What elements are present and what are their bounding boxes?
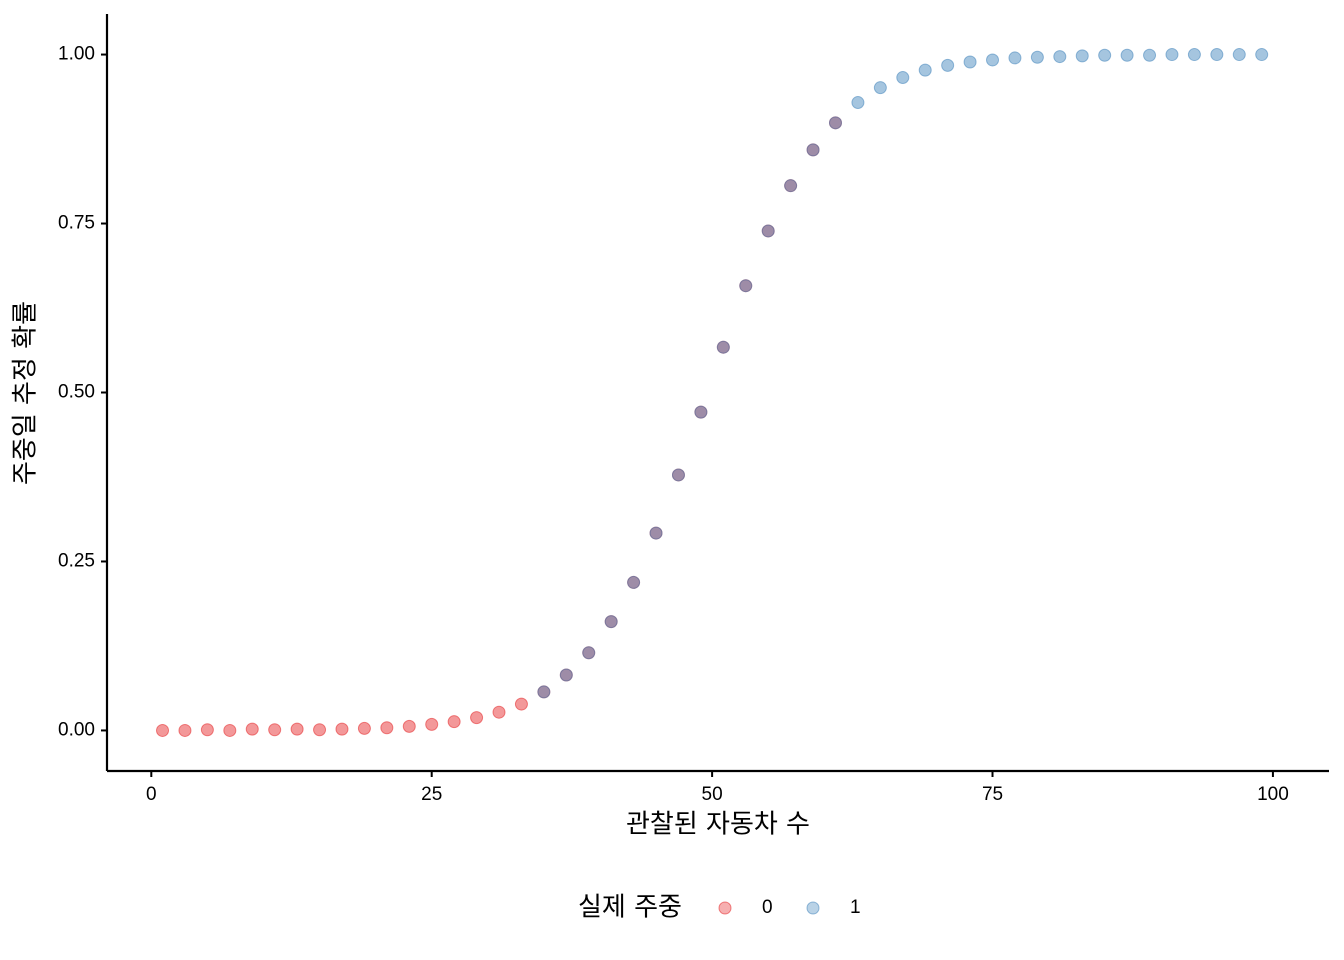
point xyxy=(559,668,573,682)
point xyxy=(649,526,663,540)
y-tick-label: 0.75 xyxy=(58,213,95,234)
point xyxy=(470,711,484,725)
point xyxy=(918,63,932,77)
point xyxy=(313,723,327,737)
point xyxy=(514,697,528,711)
point xyxy=(941,58,955,72)
point xyxy=(851,96,865,110)
point xyxy=(492,705,506,719)
point xyxy=(1098,48,1112,62)
point xyxy=(1255,48,1269,62)
point xyxy=(1143,48,1157,62)
point xyxy=(1232,48,1246,62)
point xyxy=(1120,48,1134,62)
point xyxy=(828,116,842,130)
x-tick-label: 50 xyxy=(702,784,723,805)
point xyxy=(223,723,237,737)
point xyxy=(873,81,887,95)
point xyxy=(335,722,349,736)
point xyxy=(963,55,977,69)
point xyxy=(402,719,416,733)
point xyxy=(1210,48,1224,62)
point xyxy=(290,722,304,736)
point xyxy=(671,468,685,482)
point xyxy=(986,53,1000,67)
legend-label: 0 xyxy=(762,897,773,918)
point xyxy=(537,685,551,699)
point xyxy=(627,575,641,589)
point xyxy=(739,279,753,293)
point xyxy=(1187,48,1201,62)
point xyxy=(156,723,170,737)
point xyxy=(425,717,439,731)
point xyxy=(1075,49,1089,63)
point xyxy=(761,224,775,238)
x-tick-label: 75 xyxy=(982,784,1003,805)
x-tick-label: 100 xyxy=(1257,784,1289,805)
point xyxy=(582,646,596,660)
y-tick-label: 1.00 xyxy=(58,44,95,65)
point xyxy=(357,721,371,735)
point xyxy=(200,723,214,737)
point xyxy=(604,615,618,629)
y-tick-label: 0.25 xyxy=(58,550,95,571)
point xyxy=(1008,51,1022,65)
legend-title: 실제 주중 xyxy=(578,893,682,923)
point xyxy=(694,405,708,419)
point xyxy=(380,721,394,735)
point xyxy=(1165,48,1179,62)
y-axis-title: 주중일 추정 확률 xyxy=(11,301,41,485)
point xyxy=(806,143,820,157)
y-tick-label: 0.00 xyxy=(58,719,95,740)
x-tick-label: 0 xyxy=(146,784,157,805)
point xyxy=(1053,50,1067,64)
legend-key xyxy=(806,901,820,915)
point xyxy=(245,722,259,736)
legend-key xyxy=(718,901,732,915)
y-tick-label: 0.50 xyxy=(58,382,95,403)
point xyxy=(178,723,192,737)
x-axis-title: 관찰된 자동차 수 xyxy=(626,810,810,840)
point xyxy=(268,723,282,737)
point xyxy=(447,715,461,729)
point xyxy=(896,71,910,85)
point xyxy=(1030,50,1044,64)
point xyxy=(716,340,730,354)
x-tick-label: 25 xyxy=(421,784,442,805)
point xyxy=(784,179,798,193)
legend-label: 1 xyxy=(850,897,861,918)
